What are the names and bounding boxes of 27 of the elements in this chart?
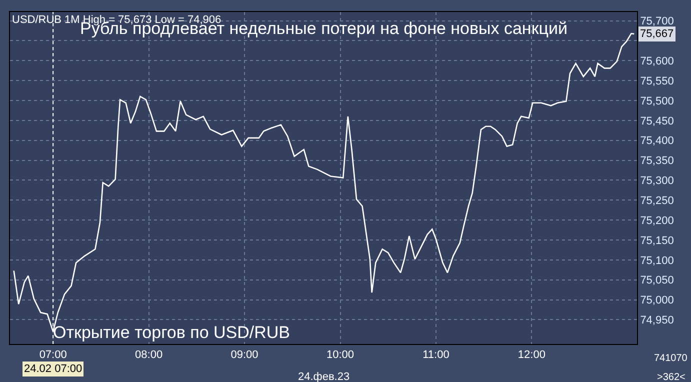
x-tick-label: 08:00 — [135, 349, 163, 362]
y-tick-label: 75,550 — [640, 75, 674, 88]
y-tick-label: 75,100 — [640, 254, 674, 267]
text: 741070 — [654, 353, 688, 364]
x-tick-label: 11:00 — [422, 349, 450, 362]
x-tick-label: 07:00 — [39, 349, 67, 362]
x-tick-label: 09:00 — [230, 349, 258, 362]
x-tick-label: 10:00 — [326, 349, 354, 362]
annotation: Открытие торгов по USD/RUB — [53, 323, 290, 342]
y-tick-label: 75,500 — [640, 95, 674, 108]
y-tick-label: 75,700 — [640, 16, 674, 28]
y-tick-label: 75,050 — [640, 274, 674, 287]
y-tick-label: 75,450 — [640, 115, 674, 128]
text: >362< — [657, 372, 686, 382]
y-tick-label: 74,950 — [640, 314, 674, 327]
y-tick-label: 75,350 — [640, 155, 674, 168]
y-tick-label: 75,600 — [640, 55, 674, 68]
y-tick-label: 75,150 — [640, 234, 674, 247]
y-tick-label: 75,300 — [640, 175, 674, 188]
annotation: 75,667 — [640, 28, 674, 40]
y-tick-label: 75,000 — [640, 294, 674, 307]
text: 24.фев.23 — [298, 371, 350, 382]
y-tick-label: 75,400 — [640, 135, 674, 148]
x-tick-label: 12:00 — [518, 349, 546, 362]
y-tick-label: 75,200 — [640, 214, 674, 227]
ref-line-label: 24.02 07:00 — [24, 363, 82, 375]
y-tick-label: 75,250 — [640, 194, 674, 207]
